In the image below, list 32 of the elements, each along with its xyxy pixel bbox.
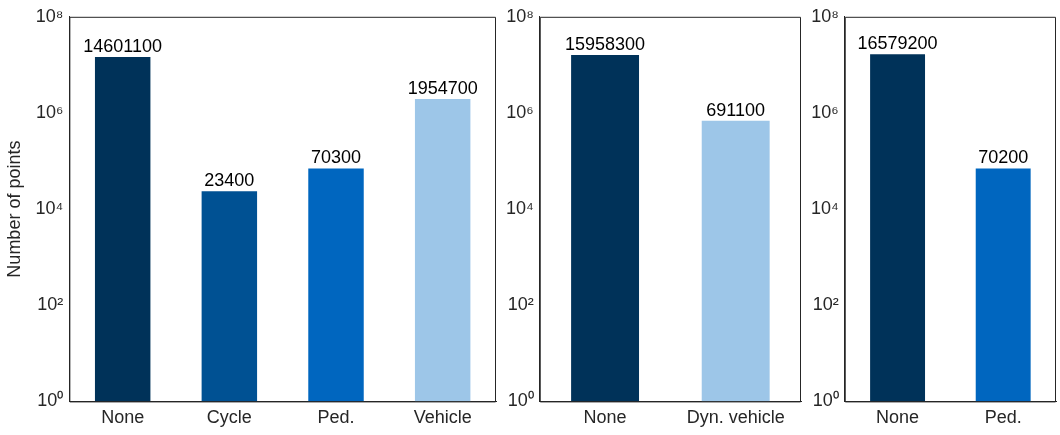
- y-tick-label: 10⁸: [506, 5, 534, 26]
- y-tick-label: 10⁰: [812, 390, 839, 411]
- x-tick-label: Cycle: [206, 407, 252, 428]
- data-label: 16579200: [857, 33, 938, 54]
- y-tick-label: 10²: [37, 294, 64, 315]
- x-tick-label: Dyn. vehicle: [686, 407, 785, 428]
- data-label: 70200: [978, 147, 1029, 168]
- y-tick-label: 10⁶: [811, 101, 839, 122]
- y-tick-label: 10⁸: [811, 5, 839, 26]
- y-tick-label: 10²: [507, 294, 534, 315]
- x-tick-label: None: [101, 407, 145, 428]
- x-tick-label: None: [583, 407, 627, 428]
- x-tick-label: None: [876, 407, 920, 428]
- x-tick-label: Ped.: [984, 407, 1022, 428]
- x-tick-label: Vehicle: [413, 407, 472, 428]
- data-label: 15958300: [565, 34, 646, 55]
- x-tick-label: Ped.: [317, 407, 355, 428]
- y-tick-label: 10²: [812, 294, 839, 315]
- data-label: 14601100: [83, 35, 163, 56]
- data-label: 1954700: [407, 77, 478, 98]
- y-tick-label: 10⁰: [507, 390, 534, 411]
- y-tick-label: 10⁴: [810, 198, 839, 219]
- y-tick-label: 10⁸: [35, 5, 64, 26]
- y-axis-title: Number of points: [3, 140, 24, 278]
- y-tick-label: 10⁴: [35, 198, 64, 219]
- y-tick-label: 10⁴: [505, 198, 534, 219]
- y-tick-label: 10⁶: [506, 101, 534, 122]
- y-tick-label: 10⁰: [37, 390, 64, 411]
- y-tick-label: 10⁶: [35, 101, 64, 122]
- data-label: 70300: [310, 147, 362, 168]
- data-label: 23400: [204, 170, 255, 191]
- data-label: 691100: [706, 99, 766, 120]
